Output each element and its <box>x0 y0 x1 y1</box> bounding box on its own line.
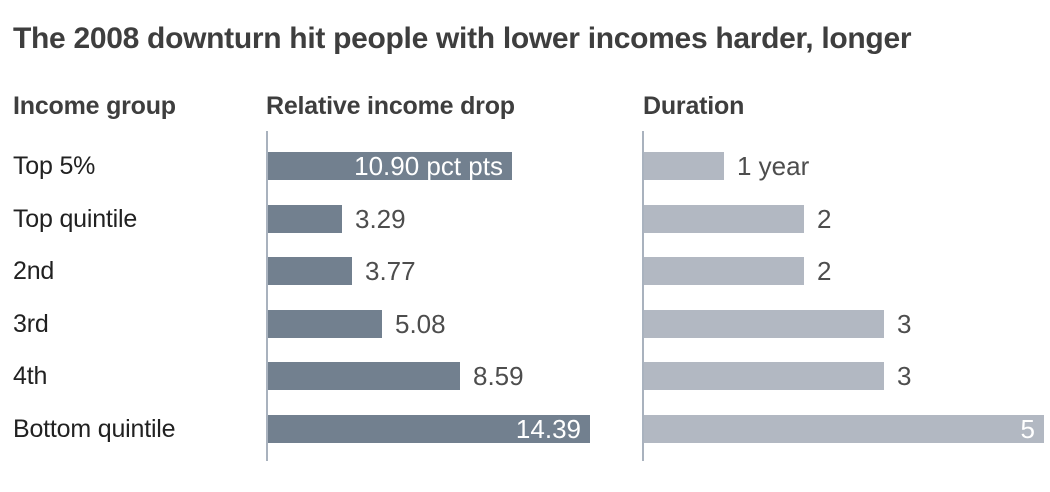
bar-relative-income-drop: 14.39 <box>268 415 590 443</box>
duration-panel: 1 year 2 2 3 3 5 <box>642 131 1050 461</box>
bar-duration <box>644 362 884 390</box>
bar-value-label: 8.59 <box>473 361 524 391</box>
bar-value-label: 3.77 <box>365 256 416 286</box>
bar-value-label: 10.90 pct pts <box>354 151 503 181</box>
category-label: 3rd <box>13 309 49 338</box>
bar-value-label: 5 <box>1020 414 1035 444</box>
bar-relative-income-drop <box>268 257 352 285</box>
category-label: Top quintile <box>13 204 138 233</box>
bar-duration <box>644 152 724 180</box>
bar-value-label: 1 year <box>737 151 810 181</box>
bar-duration <box>644 310 884 338</box>
bar-duration: 5 <box>644 415 1044 443</box>
bar-value-label: 2 <box>817 204 832 234</box>
column-header-income-group: Income group <box>13 92 176 120</box>
category-label: Bottom quintile <box>13 414 176 443</box>
duration-axis-line <box>642 131 644 461</box>
category-label: 2nd <box>13 257 55 285</box>
column-header-duration: Duration <box>643 92 745 120</box>
category-label: Top 5% <box>13 152 96 180</box>
bar-relative-income-drop <box>268 205 342 233</box>
bar-value-label: 2 <box>817 256 832 286</box>
bar-relative-income-drop: 10.90 pct pts <box>268 152 512 180</box>
bar-value-label: 3 <box>897 361 912 391</box>
bar-value-label: 5.08 <box>395 309 446 339</box>
bar-value-label: 3.29 <box>355 204 406 234</box>
column-header-relative-income-drop: Relative income drop <box>266 92 515 120</box>
drop-axis-line <box>266 131 268 461</box>
bar-value-label: 14.39 <box>515 414 581 444</box>
category-label: 4th <box>13 362 48 390</box>
bar-relative-income-drop <box>268 310 382 338</box>
bar-value-label: 3 <box>897 309 912 339</box>
bar-duration <box>644 257 804 285</box>
relative-income-drop-panel: 10.90 pct pts 3.29 3.77 5.08 8.59 14.39 <box>266 131 607 461</box>
bar-relative-income-drop <box>268 362 460 390</box>
chart-title: The 2008 downturn hit people with lower … <box>13 22 912 55</box>
bar-duration <box>644 205 804 233</box>
